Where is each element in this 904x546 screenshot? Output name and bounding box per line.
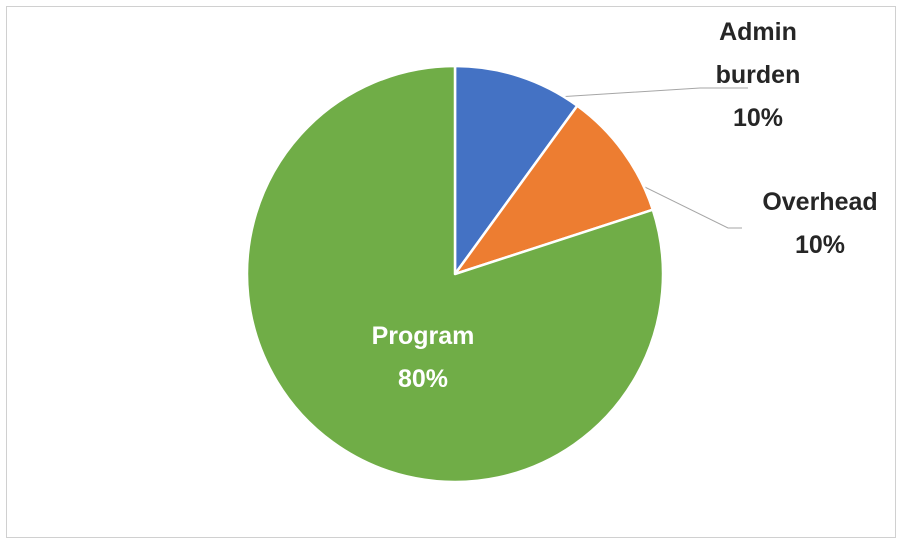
- pie-slices: [245, 64, 665, 484]
- pie-slice-program: [245, 64, 665, 484]
- data-label-overhead-name: Overhead: [762, 188, 877, 216]
- data-label-admin-burden-name-1: Admin: [719, 18, 797, 46]
- pie-slice-admin-burden: [453, 64, 579, 276]
- data-label-admin-burden-value: 10%: [733, 104, 783, 132]
- leader-line-admin-burden: [511, 87, 748, 101]
- data-label-program-name: Program: [372, 322, 475, 350]
- data-label-program-value: 80%: [398, 365, 448, 393]
- data-label-overhead-value: 10%: [795, 231, 845, 259]
- data-label-admin-burden-name-2: burden: [716, 61, 801, 89]
- pie-slice-overhead: [453, 104, 655, 276]
